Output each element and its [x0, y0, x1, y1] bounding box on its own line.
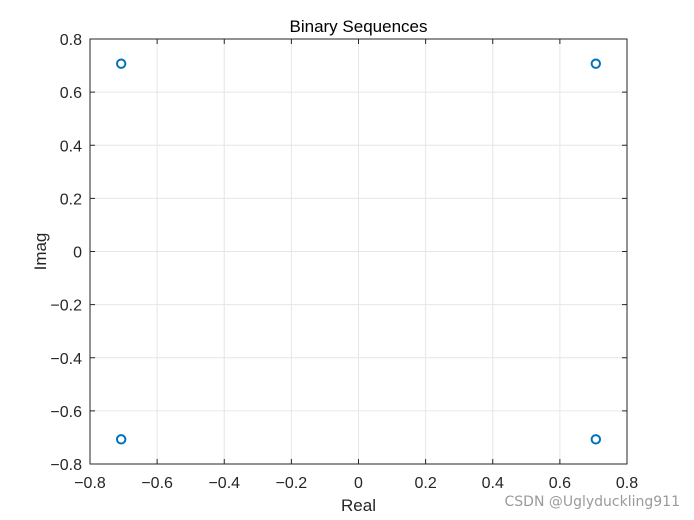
- grid: [89, 38, 628, 465]
- x-tick-label: 0.4: [482, 475, 504, 492]
- x-tick-label: 0.8: [616, 475, 638, 492]
- y-tick-label: −0.2: [50, 298, 82, 315]
- tick-marks: [89, 38, 628, 465]
- data-point: [590, 58, 602, 69]
- data-point: [115, 434, 127, 445]
- y-tick-label: −0.8: [50, 457, 82, 474]
- data-point: [115, 58, 127, 69]
- y-tick-label: 0.8: [60, 32, 82, 49]
- y-tick-label: −0.6: [50, 404, 82, 421]
- x-tick-labels: −0.8 −0.6 −0.4 −0.2 0 0.2 0.4 0.6 0.8: [74, 475, 638, 492]
- y-axis-label: Imag: [31, 233, 50, 271]
- x-tick-label: −0.8: [74, 475, 106, 492]
- x-axis-label: Real: [341, 496, 376, 515]
- watermark: CSDN @Uglyduckling911: [504, 494, 681, 510]
- x-tick-label: −0.6: [141, 475, 173, 492]
- x-tick-label: 0.6: [549, 475, 571, 492]
- x-tick-label: 0.2: [415, 475, 437, 492]
- y-tick-label: −0.4: [50, 351, 82, 368]
- chart-title: Binary Sequences: [290, 17, 428, 36]
- data-point: [590, 434, 602, 445]
- x-tick-label: −0.2: [276, 475, 308, 492]
- y-tick-label: 0: [73, 245, 82, 262]
- y-tick-label: 0.4: [60, 138, 82, 155]
- x-tick-label: −0.4: [208, 475, 240, 492]
- y-tick-labels: −0.8 −0.6 −0.4 −0.2 0 0.2 0.4 0.6 0.8: [50, 32, 82, 474]
- data-points: [115, 58, 602, 445]
- y-tick-label: 0.6: [60, 85, 82, 102]
- x-tick-label: 0: [354, 475, 363, 492]
- y-tick-label: 0.2: [60, 191, 82, 208]
